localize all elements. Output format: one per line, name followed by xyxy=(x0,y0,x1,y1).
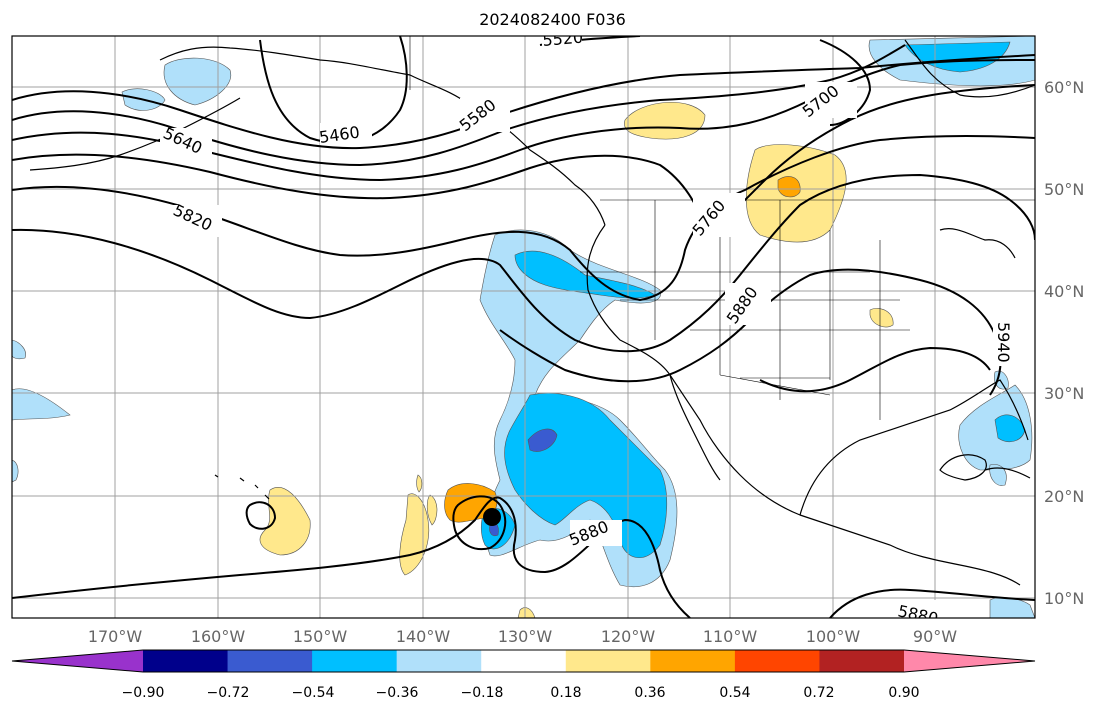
colorbar-segment xyxy=(312,650,398,672)
shade-dark-blue-epac xyxy=(527,428,558,452)
colorbar-tick: −0.36 xyxy=(376,685,419,701)
yucatan xyxy=(939,454,987,481)
lon-label: 100°W xyxy=(806,627,861,646)
contour-tc-ring xyxy=(452,495,507,550)
contour-5880-east xyxy=(759,346,991,393)
lon-label: 90°W xyxy=(913,627,957,646)
contour-5880-south xyxy=(12,496,691,618)
colorbar-segment xyxy=(734,650,820,672)
lat-label: 10°N xyxy=(1044,589,1084,608)
colorbar-tick: 0.54 xyxy=(719,685,750,701)
colorbar-extend-high xyxy=(904,650,1035,672)
shade-yellow-canada xyxy=(624,101,706,140)
lon-label: 120°W xyxy=(601,627,656,646)
shade-yellow-tc-2 xyxy=(426,494,438,526)
shade-yellow-hawaii xyxy=(259,487,311,556)
great-lakes xyxy=(939,228,1016,259)
latitude-labels: 60°N 50°N 40°N 30°N 20°N 10°N xyxy=(1044,78,1084,608)
colorbar-extend-low xyxy=(12,650,143,672)
colorbar-tick: −0.72 xyxy=(207,685,250,701)
colorbar-segment xyxy=(396,650,482,672)
longitude-labels: 170°W 160°W 150°W 140°W 130°W 120°W 110°… xyxy=(88,627,957,646)
gulf-coast xyxy=(799,379,1029,516)
lon-label: 130°W xyxy=(498,627,553,646)
lat-label: 60°N xyxy=(1044,78,1084,97)
lat-label: 40°N xyxy=(1044,282,1084,301)
colorbar-segment xyxy=(227,650,313,672)
west-coast-na xyxy=(586,224,1021,586)
hudson-bay xyxy=(904,39,1035,98)
colorbar-segment xyxy=(650,650,736,672)
colorbar-tick: 0.72 xyxy=(803,685,834,701)
contour-5880-se xyxy=(829,588,1035,618)
shade-light-blue-west-2 xyxy=(12,388,71,421)
lon-label: 110°W xyxy=(703,627,758,646)
shade-blue-ca-coast xyxy=(514,250,656,299)
contour-label-5940: 5940 xyxy=(994,322,1013,363)
cuba xyxy=(984,467,1031,479)
shade-light-blue-gulf xyxy=(958,384,1033,471)
lat-label: 20°N xyxy=(1044,487,1084,506)
colorbar-tick: 0.36 xyxy=(634,685,665,701)
colorbar-tick: −0.90 xyxy=(122,685,165,701)
lon-label: 170°W xyxy=(88,627,143,646)
baja xyxy=(669,374,721,481)
colorbar-outline xyxy=(11,649,1036,673)
shade-yellow-tc-3 xyxy=(416,474,423,493)
lat-label: 50°N xyxy=(1044,180,1084,199)
political-borders xyxy=(409,36,1035,420)
colorbar-segment xyxy=(819,650,905,672)
lon-label: 150°W xyxy=(293,627,348,646)
shade-light-blue-west-3 xyxy=(12,459,19,483)
colorbar-tick: −0.18 xyxy=(461,685,504,701)
aleutians xyxy=(29,97,241,171)
shade-light-blue-carib xyxy=(989,464,1007,486)
tc-center-marker xyxy=(483,508,501,526)
lon-label: 160°W xyxy=(191,627,246,646)
lon-label: 140°W xyxy=(396,627,451,646)
shade-orange-plains xyxy=(777,176,801,198)
colorbar-tick: −0.54 xyxy=(292,685,335,701)
map-frame xyxy=(11,35,1036,619)
colorbar-segment xyxy=(143,650,229,672)
contour-5880-mid xyxy=(499,268,1002,396)
contour-label-5520: 5520 xyxy=(542,28,584,50)
contour-5580-east xyxy=(499,54,1035,116)
contour-5880-north xyxy=(12,173,1035,353)
colorbar-segment xyxy=(481,650,567,672)
contour-top-ring xyxy=(819,39,872,126)
contour-5760 xyxy=(12,84,1035,237)
colorbar-segment xyxy=(565,650,651,672)
shade-yellow-se-corner xyxy=(517,607,536,618)
contour-hawaii-ring xyxy=(245,501,277,530)
map-title: 2024082400 F036 xyxy=(479,10,626,29)
hawaii-islands xyxy=(214,474,270,500)
coastlines xyxy=(29,39,1035,586)
colorbar-tick-labels: −0.90 −0.72 −0.54 −0.36 −0.18 0.18 0.36 … xyxy=(122,685,920,701)
contour-5820 xyxy=(12,134,1035,302)
colorbar-tick: 0.90 xyxy=(888,685,919,701)
shade-light-blue-west-1 xyxy=(12,339,26,360)
alaska-coast xyxy=(159,46,606,226)
shade-light-blue-alaska xyxy=(163,57,232,106)
contour-5580-west xyxy=(12,90,501,150)
contour-labels: 5520 5460 5640 5580 5820 5700 5760 5880 … xyxy=(160,28,1017,618)
colorbar xyxy=(11,649,1036,673)
colorbar-tick: 0.18 xyxy=(550,685,581,701)
graticule xyxy=(12,36,1035,618)
lat-label: 30°N xyxy=(1044,384,1084,403)
